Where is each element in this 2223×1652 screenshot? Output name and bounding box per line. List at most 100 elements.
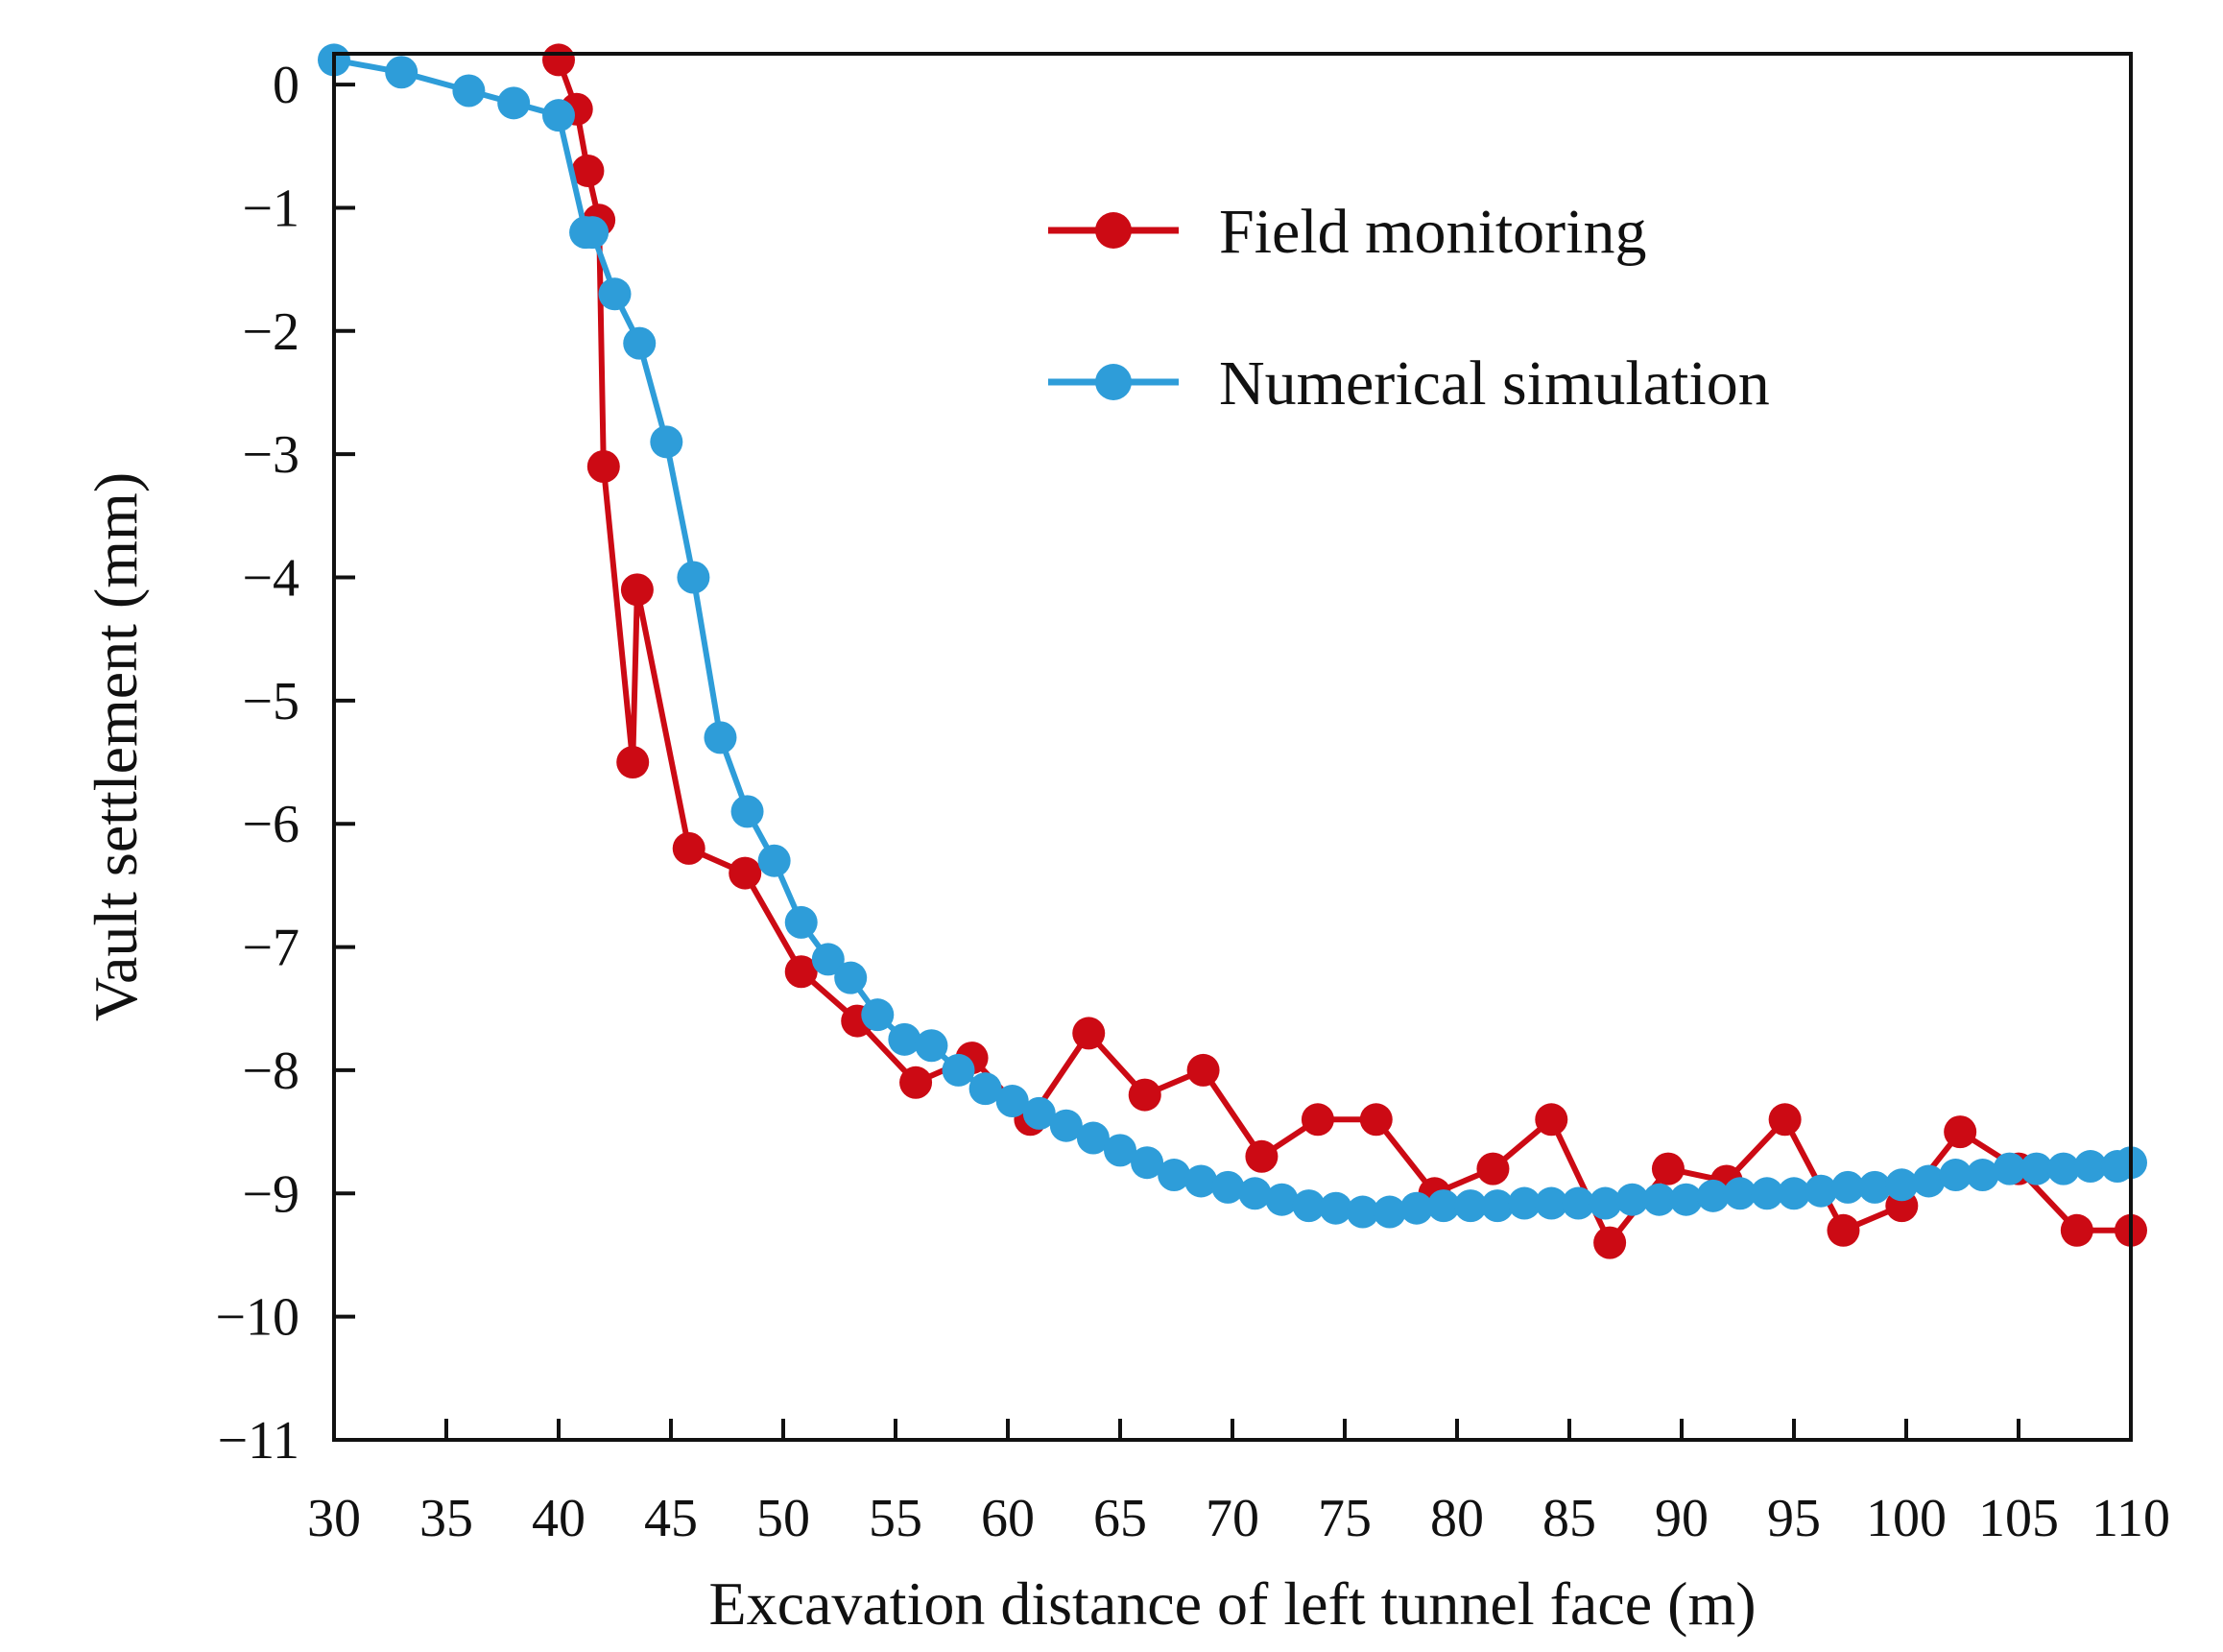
data-point <box>1022 1096 1056 1130</box>
data-point <box>620 573 654 607</box>
data-point <box>1128 1078 1161 1112</box>
y-tick-label: −1 <box>242 179 299 238</box>
data-point <box>571 154 605 187</box>
data-point <box>1642 1183 1676 1216</box>
data-point <box>834 961 868 994</box>
data-point <box>1158 1159 1191 1192</box>
y-tick-label: −10 <box>215 1288 299 1348</box>
x-tick-label: 30 <box>307 1489 361 1548</box>
data-point <box>704 721 737 754</box>
data-point <box>623 326 657 360</box>
data-point <box>542 43 575 77</box>
y-tick-label: −4 <box>242 549 299 609</box>
data-point <box>1346 1195 1379 1229</box>
x-tick-label: 45 <box>644 1489 698 1548</box>
legend-label: Field monitoring <box>1219 197 1647 267</box>
x-tick-label: 60 <box>981 1489 1035 1548</box>
data-point <box>1265 1183 1299 1216</box>
data-point <box>1912 1164 1946 1198</box>
data-point <box>1778 1177 1810 1210</box>
legend: Field monitoring Numerical simulation <box>1048 197 1770 419</box>
data-point <box>2073 1150 2107 1184</box>
y-tick-label: −7 <box>242 919 299 978</box>
data-point <box>1535 1186 1568 1220</box>
data-point <box>1858 1170 1892 1204</box>
data-point <box>1301 1103 1334 1137</box>
legend-item: Numerical simulation <box>1048 348 1770 419</box>
data-point <box>1993 1152 2026 1185</box>
data-point <box>1184 1164 1218 1198</box>
y-tick-label: −9 <box>242 1164 299 1224</box>
data-point <box>1131 1146 1164 1180</box>
x-tick-label: 55 <box>869 1489 922 1548</box>
plot-frame <box>332 52 2133 1442</box>
data-point <box>1454 1189 1488 1223</box>
y-tick-label: −6 <box>242 795 299 854</box>
data-point <box>1072 1017 1106 1050</box>
legend-label: Numerical simulation <box>1219 348 1770 419</box>
data-point <box>968 1072 1002 1106</box>
x-tick-label: 85 <box>1542 1489 1596 1548</box>
y-tick-label: −2 <box>242 302 299 362</box>
data-point <box>1186 1053 1220 1087</box>
data-point <box>899 1065 933 1099</box>
data-point <box>677 561 710 594</box>
data-point <box>1805 1174 1838 1208</box>
data-point <box>757 844 791 877</box>
legend-item: Field monitoring <box>1048 197 1647 267</box>
data-point <box>672 831 705 865</box>
x-tick-label: 110 <box>2092 1489 2170 1548</box>
data-point <box>1535 1103 1568 1137</box>
data-point <box>1049 1109 1083 1142</box>
data-point <box>729 856 762 890</box>
x-axis-title: Excavation distance of left tunnel face … <box>708 1569 1756 1638</box>
data-point <box>1669 1183 1703 1216</box>
data-point <box>1750 1177 1783 1210</box>
data-point <box>861 998 895 1032</box>
data-point <box>616 746 650 779</box>
data-point <box>1359 1103 1393 1137</box>
data-point <box>1827 1213 1860 1247</box>
x-tick-label: 100 <box>1866 1489 1947 1548</box>
data-point <box>1885 1168 1919 1202</box>
data-point <box>1615 1183 1649 1216</box>
y-tick-label: −5 <box>242 672 299 731</box>
data-point <box>650 425 683 459</box>
x-tick-label: 75 <box>1318 1489 1372 1548</box>
data-point <box>995 1085 1029 1118</box>
data-point <box>576 216 610 250</box>
x-tick-label: 40 <box>532 1489 586 1548</box>
data-point <box>1723 1177 1757 1210</box>
x-tick-label: 105 <box>1978 1489 2059 1548</box>
data-point <box>1076 1121 1110 1155</box>
x-axis: 30 35 40 45 50 55 60 65 70 75 80 85 90 95 100 105 110 <box>307 1419 2170 1548</box>
data-point <box>1481 1189 1515 1223</box>
data-point <box>784 905 818 939</box>
data-point <box>586 449 620 483</box>
data-point <box>888 1022 921 1056</box>
data-point <box>1939 1159 1972 1192</box>
data-point <box>1373 1195 1406 1229</box>
data-point <box>730 795 764 828</box>
x-tick-label: 95 <box>1767 1489 1821 1548</box>
data-point <box>1319 1191 1352 1225</box>
data-point <box>542 99 575 132</box>
x-tick-label: 70 <box>1206 1489 1259 1548</box>
data-point <box>1651 1152 1685 1185</box>
data-point <box>1944 1115 1977 1149</box>
data-point <box>784 955 818 989</box>
x-tick-label: 50 <box>756 1489 810 1548</box>
y-tick-label: −11 <box>217 1411 299 1471</box>
data-point <box>1426 1189 1460 1223</box>
data-point <box>942 1053 975 1087</box>
data-point <box>1476 1152 1510 1185</box>
y-axis: 0 −1 −2 −3 −4 −5 −6 −7 −8 −9 −10 −11 <box>215 56 355 1471</box>
x-tick-label: 80 <box>1430 1489 1484 1548</box>
data-point <box>1238 1177 1272 1210</box>
legend-marker <box>1095 364 1132 400</box>
x-tick-label: 35 <box>419 1489 473 1548</box>
data-point <box>1245 1139 1279 1173</box>
data-point <box>1292 1189 1326 1223</box>
data-point <box>915 1029 948 1063</box>
